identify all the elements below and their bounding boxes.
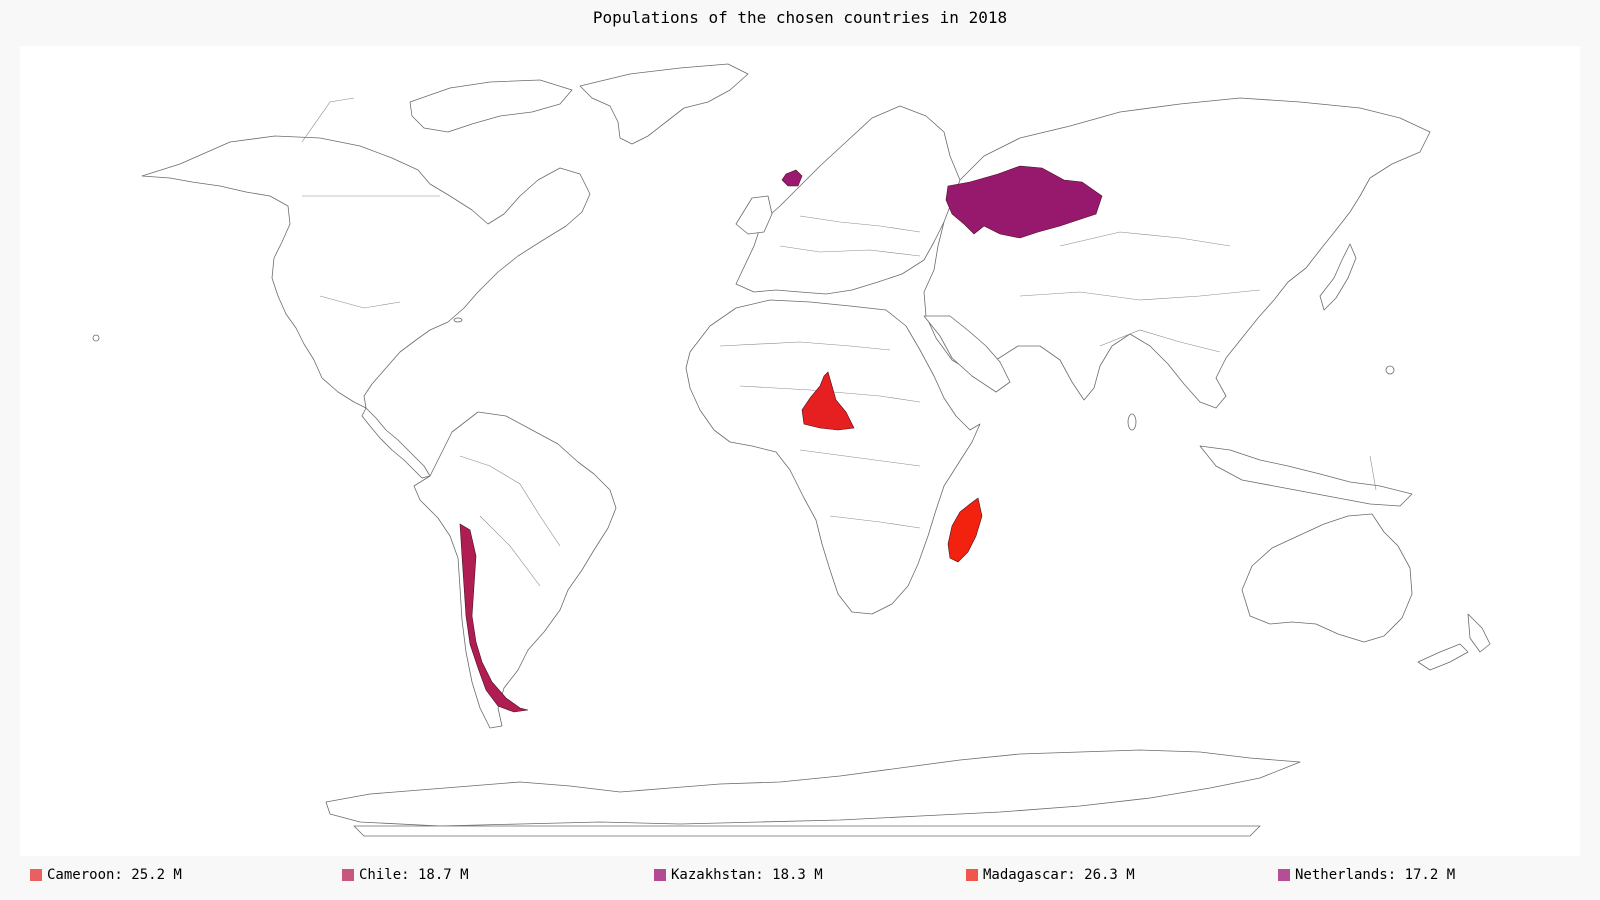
border-africa-1 xyxy=(719,341,891,351)
landmass-new-zealand xyxy=(1417,613,1491,671)
border-asia-3 xyxy=(1099,329,1221,353)
legend-label: Kazakhstan: 18.3 M xyxy=(671,867,823,883)
landmass-british-isles xyxy=(735,195,773,235)
border-africa-3 xyxy=(799,449,921,467)
country-cameroon[interactable] xyxy=(801,371,855,431)
legend-item-cameroon[interactable]: Cameroon: 25.2 M xyxy=(30,865,182,885)
country-kazakhstan[interactable] xyxy=(945,165,1103,239)
legend-item-kazakhstan[interactable]: Kazakhstan: 18.3 M xyxy=(654,865,823,885)
legend-label: Madagascar: 26.3 M xyxy=(983,867,1135,883)
legend-item-madagascar[interactable]: Madagascar: 26.3 M xyxy=(966,865,1135,885)
highlighted-countries xyxy=(459,165,1103,713)
legend-swatch xyxy=(654,869,666,881)
island-sri-lanka xyxy=(1127,413,1137,431)
legend-item-netherlands[interactable]: Netherlands: 17.2 M xyxy=(1278,865,1455,885)
legend: Cameroon: 25.2 M Chile: 18.7 M Kazakhsta… xyxy=(30,865,1590,887)
border-europe-2 xyxy=(799,215,921,233)
legend-label: Chile: 18.7 M xyxy=(359,867,469,883)
island-caribbean xyxy=(453,317,463,323)
landmass-australia xyxy=(1241,513,1413,643)
border-us-canada-alaska xyxy=(301,97,355,143)
legend-label: Cameroon: 25.2 M xyxy=(47,867,182,883)
landmass-europe xyxy=(735,105,961,295)
border-asia-1 xyxy=(1019,289,1261,301)
landmass-antarctica xyxy=(325,749,1301,827)
landmass-greenland xyxy=(579,63,749,145)
border-png xyxy=(1369,455,1377,491)
landmass-arctic-islands xyxy=(409,79,573,133)
antarctica-base xyxy=(353,825,1261,837)
legend-swatch xyxy=(30,869,42,881)
legend-label: Netherlands: 17.2 M xyxy=(1295,867,1456,883)
border-africa-2 xyxy=(739,385,921,403)
border-sa-1 xyxy=(459,455,561,547)
island-small-1 xyxy=(1385,365,1395,375)
border-africa-4 xyxy=(829,515,921,529)
landmass-japan xyxy=(1319,243,1357,311)
landmass-south-america xyxy=(413,411,617,729)
country-chile[interactable] xyxy=(459,523,529,713)
country-madagascar[interactable] xyxy=(947,497,983,563)
legend-swatch xyxy=(1278,869,1290,881)
country-netherlands[interactable] xyxy=(781,169,803,187)
legend-swatch xyxy=(966,869,978,881)
landmass-north-america xyxy=(141,135,591,409)
landmass-africa xyxy=(685,299,981,615)
border-europe-1 xyxy=(779,245,921,257)
country-borders xyxy=(301,97,1377,587)
landmass-indonesia xyxy=(1199,445,1413,507)
legend-item-chile[interactable]: Chile: 18.7 M xyxy=(342,865,469,885)
island-hawaii xyxy=(92,334,100,342)
landmass-central-america xyxy=(361,407,431,479)
border-asia-2 xyxy=(1059,231,1231,247)
landmass-arabia xyxy=(923,315,1011,393)
border-us-mexico xyxy=(319,295,401,309)
chart-title: Populations of the chosen countries in 2… xyxy=(592,8,1008,27)
legend-swatch xyxy=(342,869,354,881)
border-sa-2 xyxy=(479,515,541,587)
map-svg xyxy=(92,63,1491,837)
world-map xyxy=(20,46,1580,856)
